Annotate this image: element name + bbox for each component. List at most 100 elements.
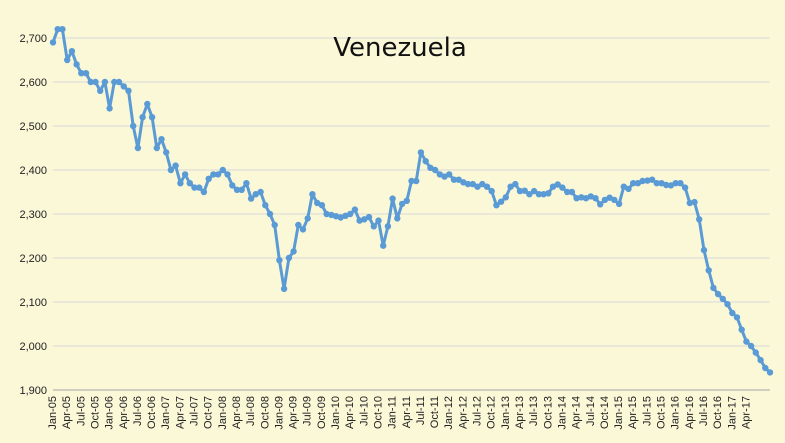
data-point: [370, 223, 377, 230]
data-point: [375, 217, 382, 224]
data-point: [73, 61, 80, 68]
x-tick-label: Oct-06: [146, 396, 158, 429]
data-point: [431, 166, 439, 174]
x-tick-label: Apr-06: [118, 396, 130, 429]
x-tick-label: Jan-06: [104, 396, 116, 430]
x-tick-label: Apr-16: [684, 396, 696, 429]
x-tick-label: Jan-17: [726, 396, 738, 430]
data-point: [545, 190, 552, 197]
data-point: [97, 87, 104, 95]
data-point: [290, 248, 297, 255]
data-point: [530, 187, 538, 195]
data-point: [394, 215, 401, 222]
x-tick-label: Jul-11: [415, 396, 427, 425]
data-point: [516, 187, 524, 195]
data-point: [92, 78, 99, 86]
data-point: [696, 216, 703, 223]
x-tick-label: Jan-13: [500, 396, 512, 430]
x-tick-label: Oct-14: [599, 396, 611, 429]
x-tick-label: Jan-11: [387, 396, 399, 429]
data-point: [167, 166, 175, 174]
data-point: [464, 180, 472, 188]
x-tick-label: Apr-14: [571, 396, 583, 429]
data-point: [450, 176, 458, 183]
data-point: [49, 39, 57, 46]
data-point: [757, 356, 764, 364]
data-point: [224, 171, 231, 178]
x-tick-label: Jul-08: [245, 396, 257, 426]
data-point: [210, 171, 217, 178]
data-point: [766, 369, 774, 376]
data-point: [483, 183, 491, 190]
data-point: [229, 182, 236, 189]
y-tick-label: 2,600: [19, 77, 47, 89]
data-point: [474, 183, 481, 190]
x-tick-label: Jan-09: [273, 396, 285, 430]
data-point: [639, 177, 646, 185]
x-axis-tick-labels: Jan-05 Apr-05 Jul-05 Oct-05 Jan-06 Apr-06 Jul-…: [47, 396, 752, 430]
data-point: [196, 184, 203, 191]
x-tick-label: Oct-08: [259, 396, 271, 429]
data-point: [479, 180, 486, 188]
data-point: [191, 184, 198, 191]
x-tick-label: Oct-09: [316, 396, 328, 429]
x-tick-label: Oct-16: [712, 396, 724, 429]
x-tick-label: Apr-11: [401, 396, 413, 428]
data-point: [733, 314, 741, 321]
data-point: [125, 87, 132, 95]
data-point: [318, 202, 326, 209]
x-tick-label: Jan-08: [217, 396, 229, 430]
data-point: [304, 215, 311, 222]
data-point: [526, 191, 533, 198]
data-point: [497, 198, 505, 205]
data-point: [78, 70, 85, 77]
x-tick-label: Apr-10: [344, 396, 356, 429]
data-point: [667, 182, 675, 189]
data-point: [762, 364, 769, 372]
data-point: [365, 213, 373, 221]
data-point: [582, 195, 590, 202]
data-point: [271, 221, 278, 229]
data-point: [68, 48, 76, 55]
x-tick-label: Jan-14: [556, 396, 568, 430]
x-tick-label: Jul-12: [472, 396, 484, 426]
data-point: [446, 171, 453, 178]
data-point: [134, 144, 142, 152]
data-point: [233, 186, 241, 193]
x-tick-label: Jan-12: [443, 396, 455, 430]
data-point: [700, 246, 708, 254]
x-tick-label: Jul-09: [302, 396, 314, 426]
data-point: [648, 176, 656, 183]
x-tick-label: Apr-17: [740, 396, 752, 429]
data-point: [710, 284, 717, 292]
data-point: [469, 180, 476, 188]
data-point: [144, 100, 151, 108]
x-tick-label: Apr-09: [288, 396, 300, 429]
data-point: [384, 223, 392, 230]
gridlines: [53, 37, 770, 391]
data-point: [285, 254, 293, 262]
data-point: [677, 180, 684, 187]
x-tick-label: Jan-07: [160, 396, 172, 430]
x-tick-label: Oct-13: [542, 396, 554, 429]
data-point: [247, 195, 255, 202]
data-point: [714, 290, 722, 298]
data-point: [280, 285, 288, 292]
data-point: [101, 78, 109, 86]
data-point: [139, 114, 146, 121]
y-tick-label: 2,000: [19, 341, 47, 353]
data-point: [163, 149, 170, 156]
data-point: [747, 342, 755, 350]
data-point: [177, 180, 184, 187]
x-tick-label: Apr-15: [627, 396, 639, 429]
data-point: [309, 191, 316, 198]
x-tick-label: Apr-13: [514, 396, 526, 429]
x-tick-label: Apr-07: [174, 396, 186, 429]
data-point: [59, 26, 66, 33]
data-point: [153, 144, 160, 152]
data-point: [413, 177, 420, 185]
data-point: [238, 186, 245, 193]
x-tick-label: Apr-05: [61, 396, 73, 429]
y-tick-label: 2,700: [19, 33, 47, 45]
